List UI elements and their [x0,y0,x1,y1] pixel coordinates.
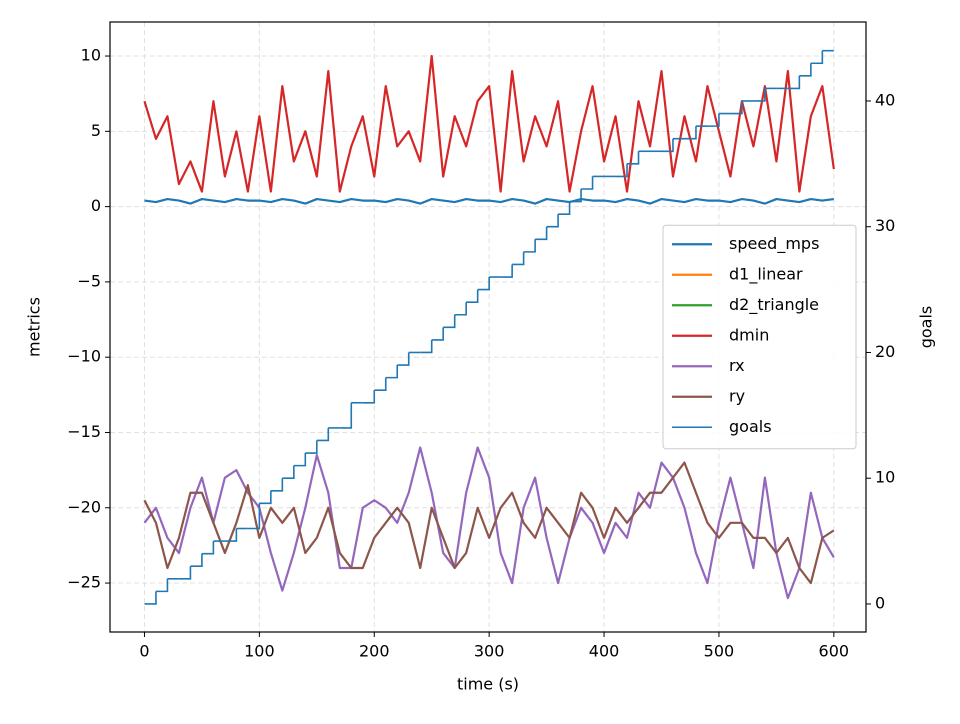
step-segment [523,239,536,253]
legend-label: d2_triangle [729,295,819,315]
y-axis-label: metrics [25,297,44,357]
line-series [143,54,835,193]
step-segment [362,390,376,404]
step-segment [282,465,295,480]
step-segment [707,113,720,127]
step-segment [420,339,433,354]
step-segment [535,226,548,241]
y-tick-label: 10 [81,46,101,65]
y2-tick-label: 40 [875,90,895,109]
x-axis-label: time (s) [457,675,519,694]
y-tick-label: −10 [67,347,101,366]
y2-tick-label: 10 [875,468,895,487]
step-segment [316,427,330,442]
step-segment [201,541,215,555]
x-tick-label: 100 [244,642,275,661]
x-tick-label: 300 [474,642,505,661]
step-segment [730,100,743,115]
y-tick-label: −5 [77,271,101,290]
y-tick-label: −25 [67,573,101,592]
y2-tick-label: 30 [875,216,895,235]
step-segment [339,402,353,429]
step-segment [569,188,582,203]
line-series [143,461,835,585]
legend-label: goals [729,417,772,436]
y-tick-label: 5 [91,121,101,140]
step-segment [500,264,513,278]
step-segment [144,591,157,605]
step-segment [558,201,571,215]
x-tick-label: 600 [819,642,850,661]
x-tick-label: 200 [359,642,390,661]
y2-tick-label: 20 [875,342,895,361]
step-segment [810,50,824,65]
step-segment [155,578,169,593]
line-series [144,197,834,205]
step-segment [787,75,801,90]
y-tick-label: 0 [91,196,101,215]
step-segment [753,88,766,102]
y-tick-label: −20 [67,497,101,516]
step-segment [512,251,525,266]
legend-label: rx [729,356,745,375]
step-segment [627,151,640,165]
y2-tick-label: 0 [875,593,885,612]
legend-label: ry [729,386,745,405]
x-tick-label: 400 [589,642,620,661]
step-segment [799,63,812,77]
step-segment [190,553,203,568]
legend-box [662,224,857,450]
legend-label: speed_mps [729,234,819,254]
step-segment [259,490,272,505]
step-segment [178,566,192,580]
step-segment [581,176,594,190]
step-segment [224,528,238,542]
step-segment [270,478,284,492]
step-segment [247,503,261,530]
step-segment [305,440,318,454]
step-segment [431,327,444,341]
legend-label: d1_linear [729,264,803,284]
x-tick-label: 500 [704,642,735,661]
step-segment [385,365,399,379]
step-segment [477,277,490,291]
x-tick-label: 0 [139,642,149,661]
step-segment [374,377,387,391]
step-segment [661,138,674,153]
step-segment [443,314,456,329]
step-segment [615,163,628,178]
legend-label: dmin [729,325,769,344]
step-segment [546,214,559,228]
y-tick-label: −15 [67,422,101,441]
step-segment [684,126,697,140]
step-segment [466,289,479,303]
plot-frame [109,21,867,633]
step-segment [454,302,467,316]
step-segment [293,453,307,467]
y2-axis-label: goals [917,306,936,349]
step-segment [397,352,410,366]
